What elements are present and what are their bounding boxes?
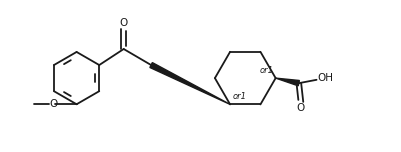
Text: O: O — [296, 103, 304, 113]
Text: or1: or1 — [259, 66, 273, 75]
Text: O: O — [119, 18, 128, 28]
Text: O: O — [49, 99, 57, 109]
Polygon shape — [275, 78, 299, 86]
Text: or1: or1 — [232, 92, 246, 101]
Polygon shape — [150, 63, 229, 104]
Text: OH: OH — [317, 73, 333, 83]
